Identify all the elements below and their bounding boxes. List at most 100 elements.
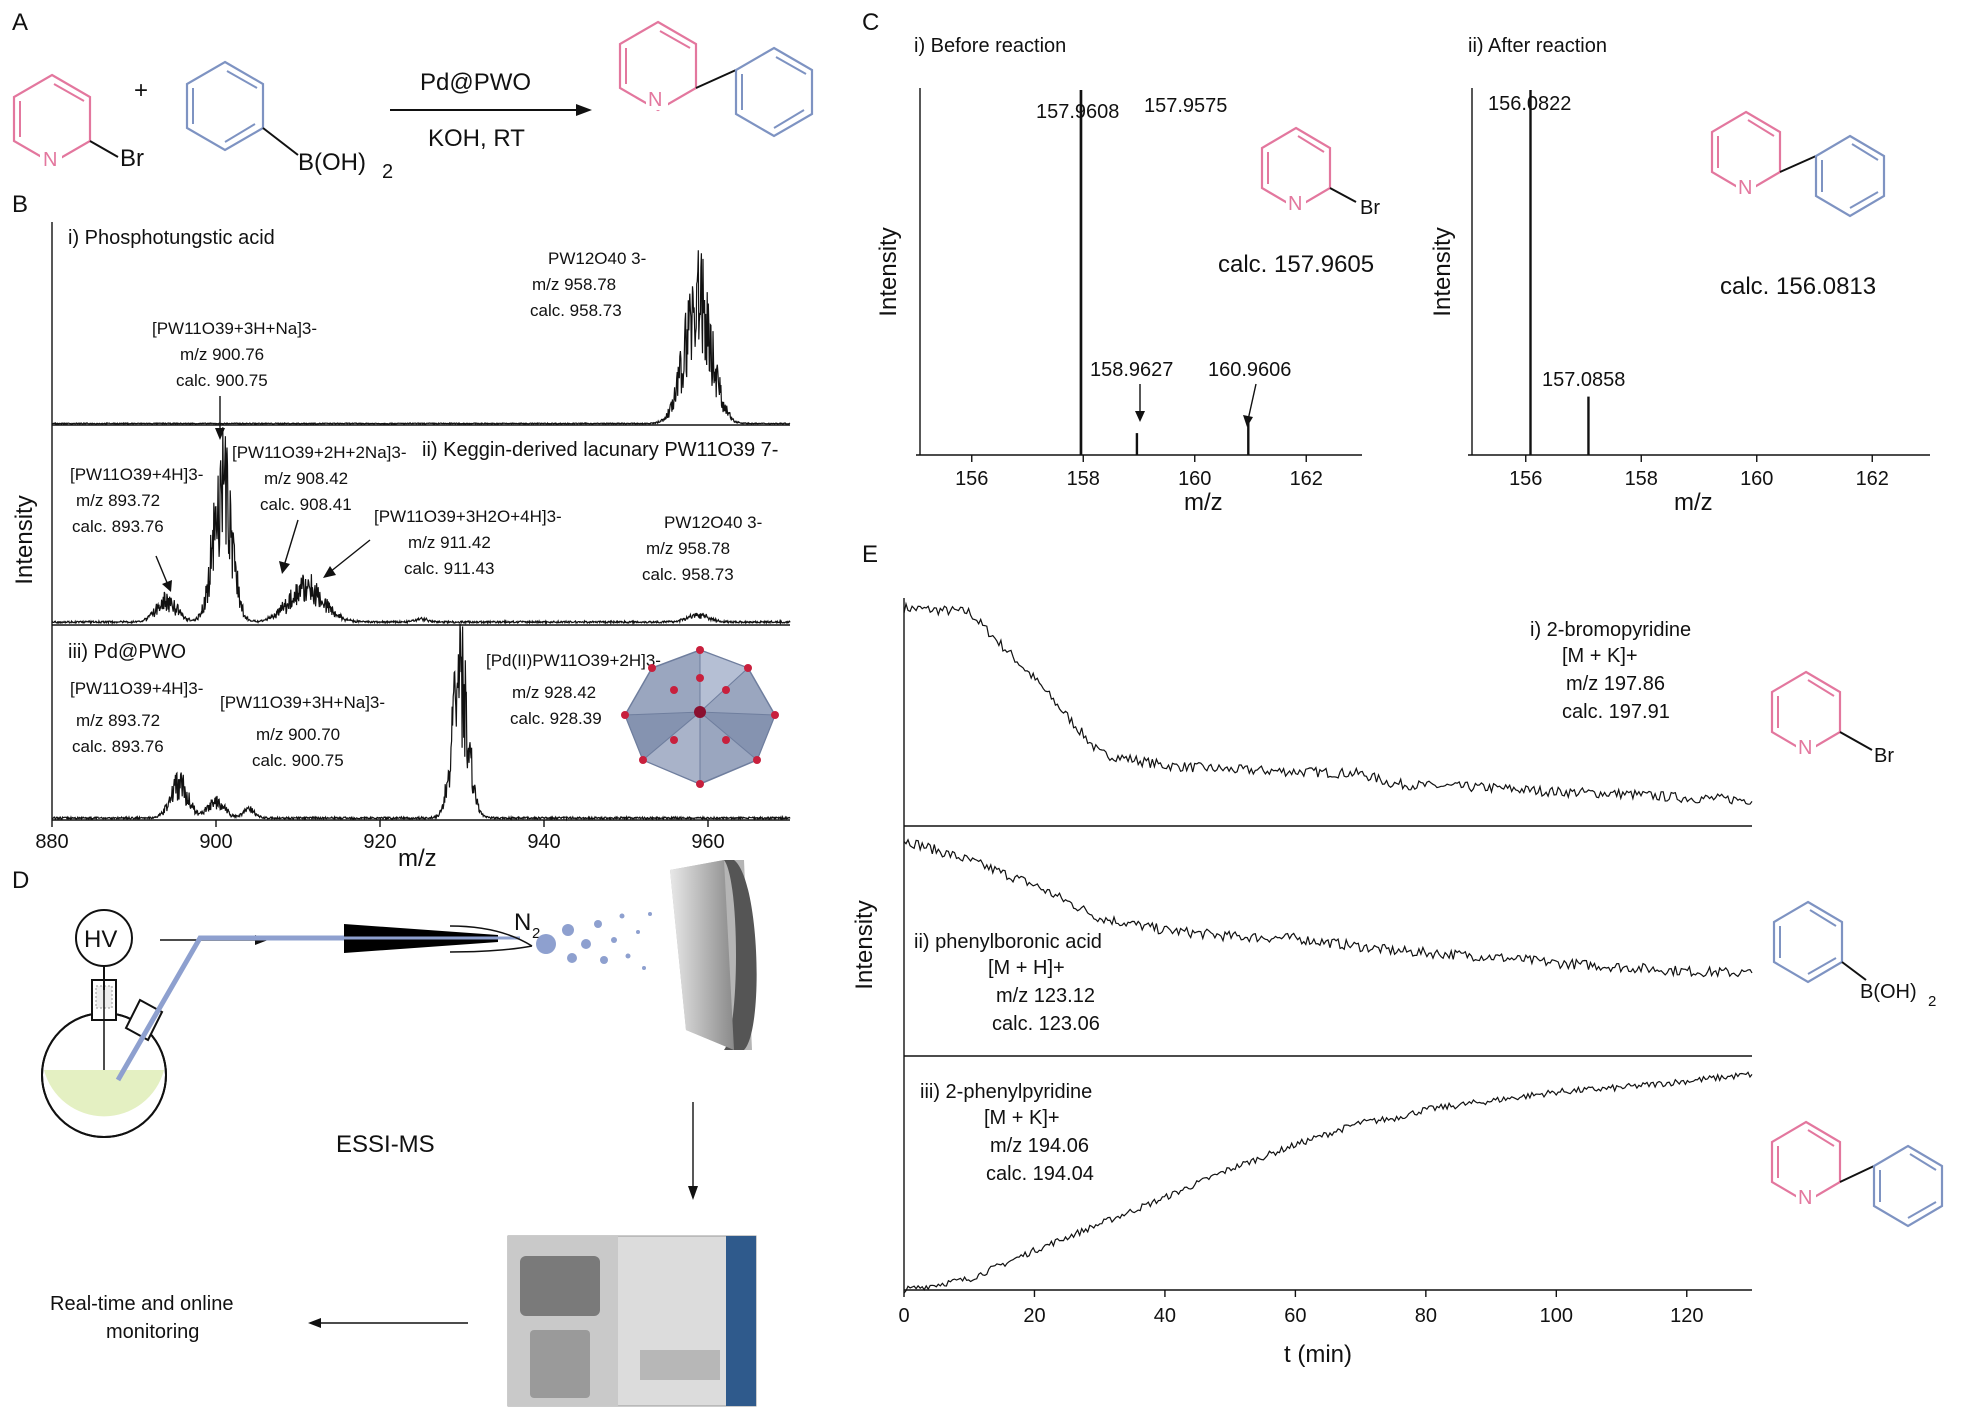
e-s1-l4: calc. 197.91 <box>1562 701 1670 723</box>
c-left-x-ticks: 156 158 160 162 <box>955 455 1323 490</box>
monitor-label-2: monitoring <box>106 1321 199 1343</box>
b-s2-a3-l3: calc. 911.43 <box>404 559 494 578</box>
x-tick-label: 80 <box>1415 1305 1437 1327</box>
b-s2-title: ii) Keggin-derived lacunary PW11O39 7- <box>422 439 778 461</box>
boh2-subscript: 2 <box>382 161 393 183</box>
c-left-title: i) Before reaction <box>914 35 1066 57</box>
c-right-phenylpyridine-structure: N <box>1710 110 1886 218</box>
x-tick-label: 162 <box>1290 468 1323 490</box>
x-tick-label: 920 <box>363 831 396 853</box>
b-spectrum-iii <box>51 623 791 822</box>
b-s2-a1-l2: m/z 893.72 <box>76 491 160 510</box>
panel-label-e: E <box>862 541 878 568</box>
x-tick-label: 156 <box>1509 468 1542 490</box>
n-atom-label: N <box>43 149 57 171</box>
c-right-peak-label-2: 157.0858 <box>1542 369 1625 391</box>
x-tick-label: 940 <box>527 831 560 853</box>
n2-subscript: 2 <box>532 925 540 942</box>
b-s2-a2-l3: calc. 908.41 <box>260 495 352 514</box>
mass-spectrometer-image <box>507 1235 757 1407</box>
b-s3-a3-l3: calc. 928.39 <box>510 709 602 728</box>
e-s2-l1: ii) phenylboronic acid <box>914 931 1102 953</box>
e-s1-l1: i) 2-bromopyridine <box>1530 619 1691 641</box>
b-s2-a4-l1: PW12O40 3- <box>664 513 762 532</box>
b-s2-a4-l2: m/z 958.78 <box>646 539 730 558</box>
e-s2-l3: m/z 123.12 <box>996 985 1095 1007</box>
b-s3-a1-l2: m/z 893.72 <box>76 711 160 730</box>
b-spectrum-i <box>51 250 791 426</box>
n-atom-label: N <box>648 89 662 111</box>
e-phenylboronic-acid-structure: B(OH) 2 <box>1772 900 1936 1010</box>
boh2-label: B(OH) <box>298 149 366 176</box>
e-x-ticks: 0 20 40 60 80 100 120 <box>898 1290 1703 1327</box>
b-spectrum-ii <box>51 427 791 626</box>
e-ylabel: Intensity <box>851 900 878 989</box>
x-tick-label: 900 <box>199 831 232 853</box>
c-left-ylabel: Intensity <box>875 227 902 316</box>
essi-ms-label: ESSI-MS <box>336 1131 435 1158</box>
reactant-2-bromopyridine: N Br <box>12 73 144 172</box>
reactant-phenylboronic-acid: B(OH) 2 <box>185 60 393 183</box>
x-tick-label: 156 <box>955 468 988 490</box>
e-phenylpyridine-structure: N <box>1770 1120 1944 1228</box>
c-right-xlabel: m/z <box>1674 489 1713 516</box>
e-frame <box>903 598 1752 1291</box>
reagent-conditions: KOH, RT <box>428 125 525 152</box>
b-s1-a1-l2: m/z 958.78 <box>532 275 616 294</box>
c-left-calc: calc. 157.9605 <box>1218 251 1374 278</box>
c-left-peak-label-3: 158.9627 <box>1090 359 1173 381</box>
b-s1-title: i) Phosphotungstic acid <box>68 227 275 249</box>
svg-text:N: N <box>1798 737 1812 759</box>
b-xlabel: m/z <box>398 845 437 872</box>
svg-text:N: N <box>1738 177 1752 199</box>
b-s3-a2-l3: calc. 900.75 <box>252 751 344 770</box>
e-trace-bromopyridine <box>903 601 1753 805</box>
b-s1-a2-l2: m/z 900.76 <box>180 345 264 364</box>
c-left-peak-label-4: 160.9606 <box>1208 359 1291 381</box>
e-s1-l2: [M + K]+ <box>1562 645 1638 667</box>
hv-label: HV <box>84 926 117 953</box>
e-br-label: Br <box>1874 745 1894 767</box>
c-right-title: ii) After reaction <box>1468 35 1607 57</box>
c-left-peak-label-2: 157.9575 <box>1144 95 1227 117</box>
b-s3-a1-l3: calc. 893.76 <box>72 737 164 756</box>
c-br-label: Br <box>1360 197 1380 219</box>
br-label: Br <box>120 145 144 172</box>
e-s1-l3: m/z 197.86 <box>1566 673 1665 695</box>
x-tick-label: 160 <box>1740 468 1773 490</box>
e-s3-l3: m/z 194.06 <box>990 1135 1089 1157</box>
svg-text:N: N <box>1798 1187 1812 1209</box>
panel-label-b: B <box>12 191 28 218</box>
c-left-bromopyridine-structure: N Br <box>1260 126 1380 219</box>
panel-label-a: A <box>12 9 28 36</box>
ms-inlet-cone <box>670 860 757 1050</box>
x-tick-label: 20 <box>1023 1305 1045 1327</box>
b-s3-title: iii) Pd@PWO <box>68 641 186 663</box>
c-right-peaks <box>1471 88 1590 455</box>
x-tick-label: 40 <box>1154 1305 1176 1327</box>
b-s2-a1-l1: [PW11O39+4H]3- <box>70 465 203 484</box>
e-boh2-subscript: 2 <box>1928 993 1936 1010</box>
b-s1-a2-l3: calc. 900.75 <box>176 371 268 390</box>
b-frame <box>51 222 790 821</box>
b-s3-a2-l2: m/z 900.70 <box>256 725 340 744</box>
e-s3-l1: iii) 2-phenylpyridine <box>920 1081 1092 1103</box>
panel-label-c: C <box>862 9 879 36</box>
b-s2-a3-l2: m/z 911.42 <box>408 533 491 552</box>
plus-sign: + <box>134 77 148 104</box>
reaction-arrow-head <box>576 104 592 116</box>
c-right-x-ticks: 156 158 160 162 <box>1509 455 1889 490</box>
svg-text:N: N <box>1288 193 1302 215</box>
e-xlabel: t (min) <box>1284 1341 1352 1368</box>
b-s1-a1-l1: PW12O40 3- <box>548 249 646 268</box>
e-boh2-label: B(OH) <box>1860 981 1917 1003</box>
b-s3-a3-l1: [Pd(II)PW11O39+2H]3- <box>486 651 661 670</box>
c-right-ylabel: Intensity <box>1429 227 1456 316</box>
e-bromopyridine-structure: N Br <box>1770 670 1894 767</box>
c-left-peak-label-1: 157.9608 <box>1036 101 1119 123</box>
e-s3-l2: [M + K]+ <box>984 1107 1060 1129</box>
e-trace-phenylboronic-acid <box>903 838 1753 978</box>
x-tick-label: 100 <box>1540 1305 1573 1327</box>
b-s3-a2-l1: [PW11O39+3H+Na]3- <box>220 693 385 712</box>
